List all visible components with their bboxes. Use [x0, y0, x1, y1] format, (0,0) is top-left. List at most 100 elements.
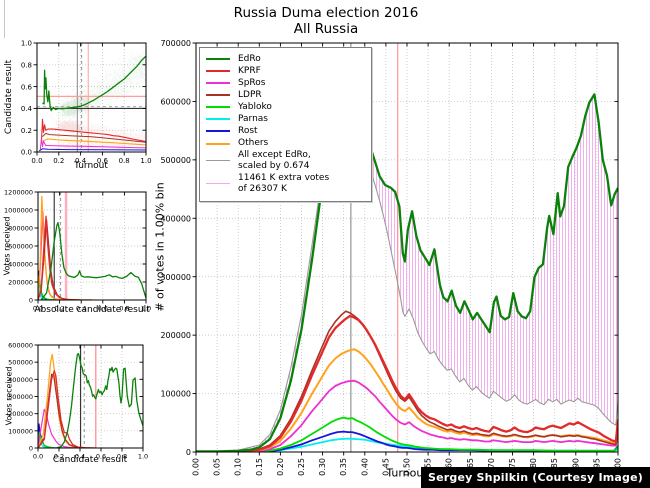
x-tick-label: 0.30 [318, 458, 327, 476]
x-tick-label: 0.4 [75, 157, 87, 165]
legend-item-others: Others [206, 138, 366, 149]
legend-label: SpRos [238, 77, 266, 88]
series-SpRos [38, 408, 81, 448]
plot-frame [36, 42, 147, 153]
series-EdRo-median [42, 55, 146, 112]
x-tick-label: 0.10 [234, 458, 243, 476]
series-KPRF-median [40, 118, 146, 144]
x-tick-label: 0.75 [508, 458, 517, 476]
x-tick-label: 1.0 [141, 305, 151, 313]
x-tick-label: 0.8 [119, 157, 130, 165]
votes-vs-result: 0.0 0.2 0.4 0.6 0.8 1.0 0 100000 200000 300000 400… [8, 341, 148, 460]
edro-line-swatch [206, 57, 230, 60]
y-tick-label: 500000 [160, 156, 191, 165]
main-y-axis-label: # of votes in 1.00% bin [153, 182, 167, 312]
x-tick-label: 0.0 [33, 305, 43, 313]
votes-vs-absolute-result: 0.0 0.2 0.4 0.6 0.8 1.0 0 200000 400000 600000 800… [4, 188, 151, 312]
mid-y-axis-label: Votes received [2, 216, 12, 276]
y-tick-label: 0 [186, 448, 191, 457]
spros-line-swatch [206, 82, 230, 85]
x-tick-label: 0.6 [97, 157, 109, 165]
x-tick-label: 0.0 [33, 453, 43, 461]
y-tick-label: 800000 [8, 224, 33, 232]
scatter-cloud [48, 120, 146, 147]
series-SpRos [196, 379, 618, 452]
ldpr-line-swatch [206, 94, 230, 97]
legend-label: 11461 K extra votes [238, 173, 330, 184]
scatter-result-vs-turnout-content [37, 43, 146, 152]
legend-label: Rost [238, 126, 258, 137]
legend-item-ldpr: LDPR [206, 90, 366, 101]
legend-label: Parnas [238, 114, 268, 125]
x-tick-label: 0.6 [96, 453, 106, 461]
x-tick-label: 0.60 [445, 458, 454, 476]
y-tick-label: 1000000 [4, 206, 33, 214]
legend-label: KPRF [238, 65, 261, 76]
legend-label: Others [238, 138, 269, 149]
y-tick-label: 300000 [8, 393, 33, 401]
x-tick-label: 1.0 [140, 157, 151, 165]
x-tick-label: 0.50 [403, 458, 412, 476]
rost-line-swatch [206, 130, 230, 133]
x-tick-label: 0.8 [117, 453, 127, 461]
main-x-axis-label: Turnout [386, 466, 428, 480]
x-tick-label: 0.00 [192, 458, 201, 476]
y-tick-label: 0 [29, 444, 33, 452]
y-tick-label: 700000 [160, 39, 191, 48]
series-KPRF [196, 314, 618, 452]
x-tick-label: 0.35 [339, 458, 348, 476]
votes-vs-result-content [38, 345, 143, 448]
yabloko-line-swatch [206, 106, 230, 109]
series-LDPR [196, 310, 618, 452]
legend-item-extra-votes: 11461 K extra votes of 26307 K [206, 173, 366, 194]
y-tick-label: 600000 [8, 341, 33, 349]
x-tick-label: 0.70 [487, 458, 496, 476]
legend-label: EdRo [238, 53, 261, 64]
x-tick-label: 0.40 [360, 458, 369, 476]
x-tick-label: 0.85 [550, 458, 559, 476]
x-tick-label: 1.00 [614, 458, 623, 476]
legend-label: scaled by 0.674 [238, 160, 310, 171]
x-tick-label: 0.0 [31, 157, 42, 165]
x-tick-label: 0.65 [466, 458, 475, 476]
all-except-edro-line-swatch [206, 160, 230, 162]
y-tick-label: 100000 [160, 390, 191, 399]
legend-item-spros: SpRos [206, 78, 366, 89]
series-KPRF [38, 215, 93, 300]
scatter-result-vs-turnout-ticks: 0.0 0.2 0.4 0.6 0.8 1.0 0.0 0.2 0.4 0.6 0.8 1.0 [21, 40, 152, 165]
x-tick-label: 0.2 [54, 305, 64, 313]
y-tick-label: 200000 [160, 331, 191, 340]
x-tick-label: 0.4 [76, 305, 86, 313]
x-tick-label: 0.90 [571, 458, 580, 476]
x-tick-label: 0.80 [529, 458, 538, 476]
legend-item-yabloko: Yabloko [206, 102, 366, 113]
x-tick-label: 0.25 [297, 458, 306, 476]
series-Others-median [42, 138, 146, 146]
main-votes-vs-turnout-ticks: 0.00 0.05 0.10 0.15 0.20 0.25 0.30 0.35 0.40 0.45… [160, 39, 622, 476]
page-artifact-line [4, 0, 5, 38]
y-tick-label: 300000 [160, 273, 191, 282]
series-KPRF [38, 370, 96, 448]
x-tick-label: 0.55 [424, 458, 433, 476]
legend-label: All except EdRo, [238, 150, 311, 161]
extra-votes-hatch-swatch [206, 183, 230, 185]
y-tick-label: 400000 [160, 214, 191, 223]
legend-item-rost: Rost [206, 126, 366, 137]
series-EdRo [40, 221, 146, 300]
votes-vs-result-ticks: 0.0 0.2 0.4 0.6 0.8 1.0 0 100000 200000 300000 400… [8, 341, 148, 460]
series-LDPR-median [42, 133, 146, 143]
y-tick-label: 1200000 [4, 188, 33, 196]
page-title: Russia Duma election 2016 [233, 5, 419, 21]
x-tick-label: 0.4 [75, 453, 85, 461]
kprf-line-swatch [206, 69, 230, 72]
others-line-swatch [206, 142, 230, 145]
x-tick-label: 1.0 [138, 453, 148, 461]
x-tick-label: 0.6 [98, 305, 108, 313]
scatter-y-axis-label: Candidate result [4, 59, 14, 135]
y-tick-label: 0.2 [21, 127, 32, 135]
x-tick-label: 0.45 [381, 458, 390, 476]
series-Rost-median [38, 148, 146, 152]
x-tick-label: 0.2 [53, 157, 64, 165]
y-tick-label: 400000 [8, 376, 33, 384]
